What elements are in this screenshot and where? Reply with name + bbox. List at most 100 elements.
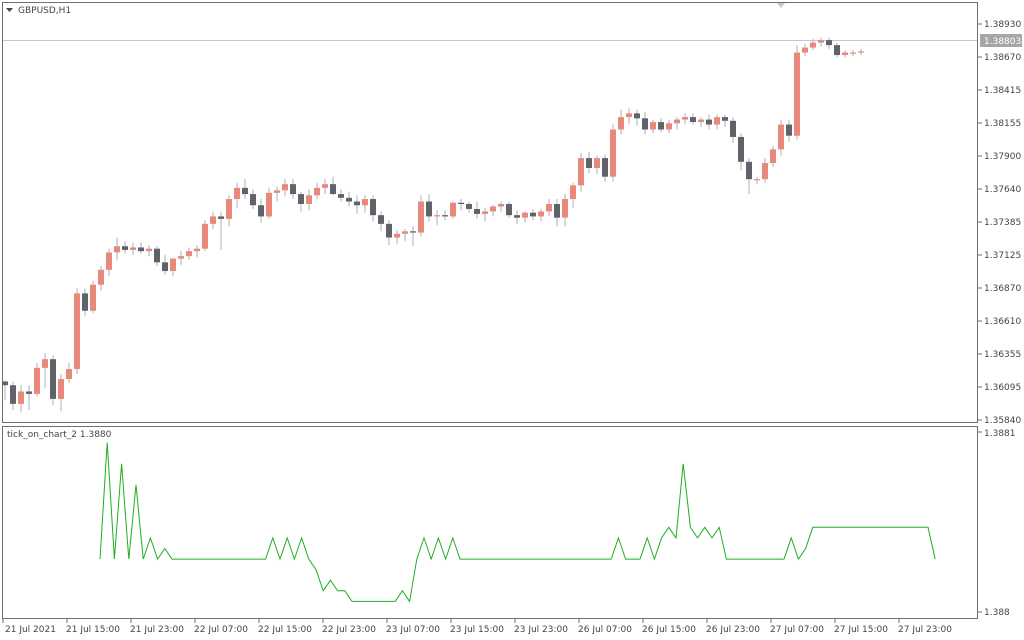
price-label: 1.37640 — [984, 185, 1021, 195]
candle-body — [106, 252, 112, 270]
candle-body — [394, 233, 400, 238]
chart-shift-marker-icon[interactable] — [777, 3, 785, 8]
price-label: 1.38670 — [984, 53, 1021, 63]
candle-body — [322, 184, 328, 188]
candle-body — [434, 215, 440, 217]
time-label: 27 Jul 07:00 — [770, 625, 824, 635]
candle-body — [98, 269, 104, 285]
candle-body — [626, 113, 632, 118]
candle-body — [386, 223, 392, 238]
price-label: 1.37385 — [984, 218, 1021, 228]
indicator-axis-bottom: 1.388 — [984, 608, 1010, 618]
candle-body — [442, 215, 448, 217]
candle-body — [666, 123, 672, 130]
candle-body — [458, 202, 464, 204]
candle-body — [786, 124, 792, 136]
price-label: 1.38155 — [984, 119, 1021, 129]
candle-body — [586, 158, 592, 168]
candle-body — [706, 119, 712, 125]
time-label: 27 Jul 23:00 — [898, 625, 952, 635]
candle-body — [226, 199, 232, 219]
indicator-title: tick_on_chart_2 1.3880 — [7, 430, 112, 440]
candle-body — [802, 47, 808, 53]
candle-body — [698, 119, 704, 123]
candle-body — [266, 192, 272, 217]
candle-body — [274, 190, 280, 193]
candle-body — [202, 223, 208, 249]
candle-body — [826, 40, 832, 46]
candle-body — [778, 124, 784, 150]
candle-body — [642, 118, 648, 130]
candle-body — [362, 199, 368, 206]
candle-body — [186, 251, 192, 257]
candle-body — [418, 201, 424, 233]
candle-body — [794, 52, 800, 136]
candle-body — [634, 113, 640, 119]
candle-body — [58, 379, 64, 399]
tick-line-layer — [99, 442, 936, 603]
candles-layer — [2, 37, 864, 413]
candle-body — [178, 256, 184, 259]
time-label: 21 Jul 15:00 — [66, 625, 120, 635]
time-label: 26 Jul 15:00 — [642, 625, 696, 635]
time-label: 23 Jul 15:00 — [450, 625, 504, 635]
price-label: 1.38415 — [984, 86, 1021, 96]
candle-body — [426, 201, 432, 217]
time-label: 26 Jul 23:00 — [706, 625, 760, 635]
candle-body — [242, 187, 248, 195]
price-label: 1.36355 — [984, 350, 1021, 360]
candle-body — [658, 122, 664, 130]
candle-body — [842, 52, 848, 56]
candle-body — [378, 215, 384, 224]
candle-body — [42, 359, 48, 368]
candle-body — [290, 184, 296, 195]
candle-body — [482, 211, 488, 214]
candle-body — [450, 202, 456, 217]
candle-body — [146, 248, 152, 252]
tick-series-line — [99, 442, 936, 603]
time-axis: 21 Jul 2021 21 Jul 15:00 21 Jul 23:00 22… — [2, 619, 952, 635]
candle-body — [730, 120, 736, 137]
time-label: 26 Jul 07:00 — [578, 625, 632, 635]
time-label: 22 Jul 15:00 — [258, 625, 312, 635]
price-label: 1.36870 — [984, 284, 1021, 294]
candle-body — [74, 293, 80, 370]
candle-body — [506, 204, 512, 216]
candle-body — [250, 194, 256, 206]
candle-body — [746, 161, 752, 180]
price-axis: 1.38930 1.38670 1.38415 1.38155 1.37900 … — [978, 20, 1021, 426]
candle-body — [298, 194, 304, 204]
candle-body — [34, 367, 40, 394]
candle-body — [594, 158, 600, 168]
candle-body — [682, 117, 688, 120]
candle-body — [330, 184, 336, 195]
menu-triangle-icon[interactable] — [6, 8, 13, 12]
candle-body — [314, 187, 320, 196]
candle-body — [490, 206, 496, 212]
candle-body — [546, 204, 552, 212]
candle-body — [554, 204, 560, 218]
indicator-axis-top: 1.3881 — [984, 429, 1016, 439]
candle-body — [18, 391, 24, 404]
time-label: 23 Jul 23:00 — [514, 625, 568, 635]
candle-body — [474, 208, 480, 214]
candle-body — [66, 369, 72, 380]
candle-body — [370, 199, 376, 216]
time-label: 27 Jul 15:00 — [834, 625, 888, 635]
time-label: 21 Jul 23:00 — [130, 625, 184, 635]
candle-body — [714, 117, 720, 125]
candle-body — [578, 158, 584, 186]
candle-body — [618, 117, 624, 130]
candle-body — [218, 216, 224, 219]
time-label: 22 Jul 23:00 — [322, 625, 376, 635]
candle-body — [850, 52, 856, 54]
candle-body — [570, 185, 576, 200]
candle-body — [82, 293, 88, 311]
candle-body — [130, 247, 136, 250]
candle-body — [674, 119, 680, 124]
candle-body — [466, 204, 472, 209]
candle-body — [122, 246, 128, 250]
main-chart-frame — [2, 2, 978, 423]
candle-body — [410, 231, 416, 233]
